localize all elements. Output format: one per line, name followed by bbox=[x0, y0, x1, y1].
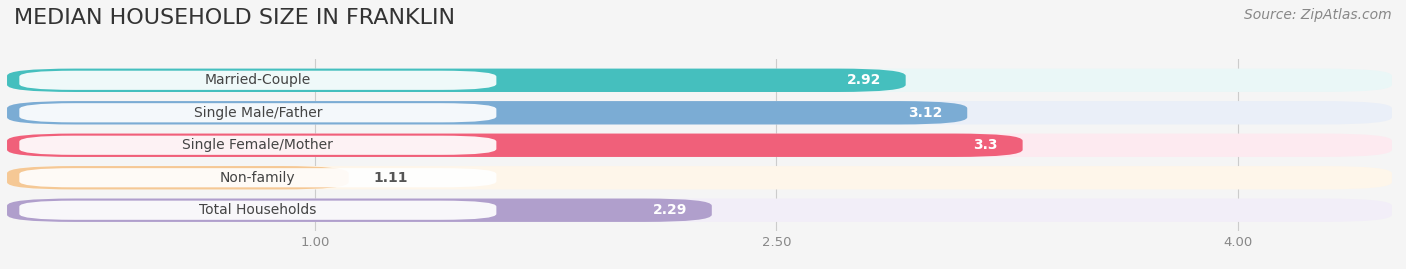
Text: 3.12: 3.12 bbox=[908, 106, 942, 120]
Text: Single Female/Mother: Single Female/Mother bbox=[183, 138, 333, 152]
FancyBboxPatch shape bbox=[7, 101, 967, 125]
Text: MEDIAN HOUSEHOLD SIZE IN FRANKLIN: MEDIAN HOUSEHOLD SIZE IN FRANKLIN bbox=[14, 8, 456, 28]
FancyBboxPatch shape bbox=[20, 168, 496, 187]
Text: 3.3: 3.3 bbox=[973, 138, 998, 152]
FancyBboxPatch shape bbox=[7, 199, 711, 222]
FancyBboxPatch shape bbox=[20, 71, 496, 90]
Text: Source: ZipAtlas.com: Source: ZipAtlas.com bbox=[1244, 8, 1392, 22]
FancyBboxPatch shape bbox=[7, 69, 905, 92]
Text: Total Households: Total Households bbox=[200, 203, 316, 217]
FancyBboxPatch shape bbox=[20, 201, 496, 220]
Text: 2.29: 2.29 bbox=[652, 203, 688, 217]
FancyBboxPatch shape bbox=[7, 101, 1392, 125]
FancyBboxPatch shape bbox=[20, 136, 496, 155]
FancyBboxPatch shape bbox=[7, 134, 1392, 157]
Text: 2.92: 2.92 bbox=[846, 73, 882, 87]
FancyBboxPatch shape bbox=[7, 199, 1392, 222]
Text: Married-Couple: Married-Couple bbox=[205, 73, 311, 87]
Text: Non-family: Non-family bbox=[221, 171, 295, 185]
FancyBboxPatch shape bbox=[7, 166, 1392, 189]
FancyBboxPatch shape bbox=[7, 69, 1392, 92]
FancyBboxPatch shape bbox=[7, 166, 349, 189]
Text: 1.11: 1.11 bbox=[373, 171, 408, 185]
Text: Single Male/Father: Single Male/Father bbox=[194, 106, 322, 120]
FancyBboxPatch shape bbox=[20, 103, 496, 122]
FancyBboxPatch shape bbox=[7, 134, 1022, 157]
